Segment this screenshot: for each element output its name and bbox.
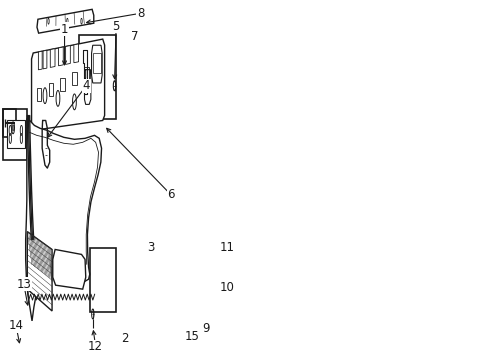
- Polygon shape: [93, 63, 98, 76]
- Polygon shape: [59, 47, 63, 66]
- Polygon shape: [43, 50, 47, 69]
- Polygon shape: [32, 39, 104, 130]
- Text: 10: 10: [219, 281, 234, 294]
- Polygon shape: [91, 45, 102, 83]
- Text: 7: 7: [130, 30, 138, 42]
- Polygon shape: [48, 83, 53, 96]
- Text: 11: 11: [219, 241, 234, 254]
- Polygon shape: [203, 277, 213, 289]
- Polygon shape: [53, 249, 85, 289]
- Text: 2: 2: [121, 332, 128, 345]
- Polygon shape: [25, 118, 102, 321]
- Polygon shape: [37, 9, 94, 33]
- Text: 13: 13: [16, 278, 31, 291]
- Text: 6: 6: [167, 188, 175, 201]
- Text: 1: 1: [61, 23, 68, 36]
- Polygon shape: [84, 67, 88, 80]
- Polygon shape: [60, 78, 65, 91]
- Polygon shape: [65, 46, 70, 64]
- Text: 9: 9: [202, 322, 209, 336]
- Polygon shape: [7, 121, 25, 148]
- Polygon shape: [142, 247, 148, 279]
- Polygon shape: [50, 49, 55, 67]
- Text: 5: 5: [112, 20, 120, 33]
- Text: 4: 4: [82, 79, 90, 92]
- Polygon shape: [27, 231, 52, 311]
- Text: 3: 3: [147, 241, 155, 254]
- Polygon shape: [74, 44, 79, 63]
- Polygon shape: [72, 72, 77, 85]
- Text: 14: 14: [8, 319, 23, 332]
- Text: 15: 15: [184, 330, 199, 343]
- Polygon shape: [37, 88, 41, 101]
- Polygon shape: [39, 51, 42, 70]
- Text: 8: 8: [137, 7, 144, 20]
- Text: 12: 12: [88, 340, 103, 353]
